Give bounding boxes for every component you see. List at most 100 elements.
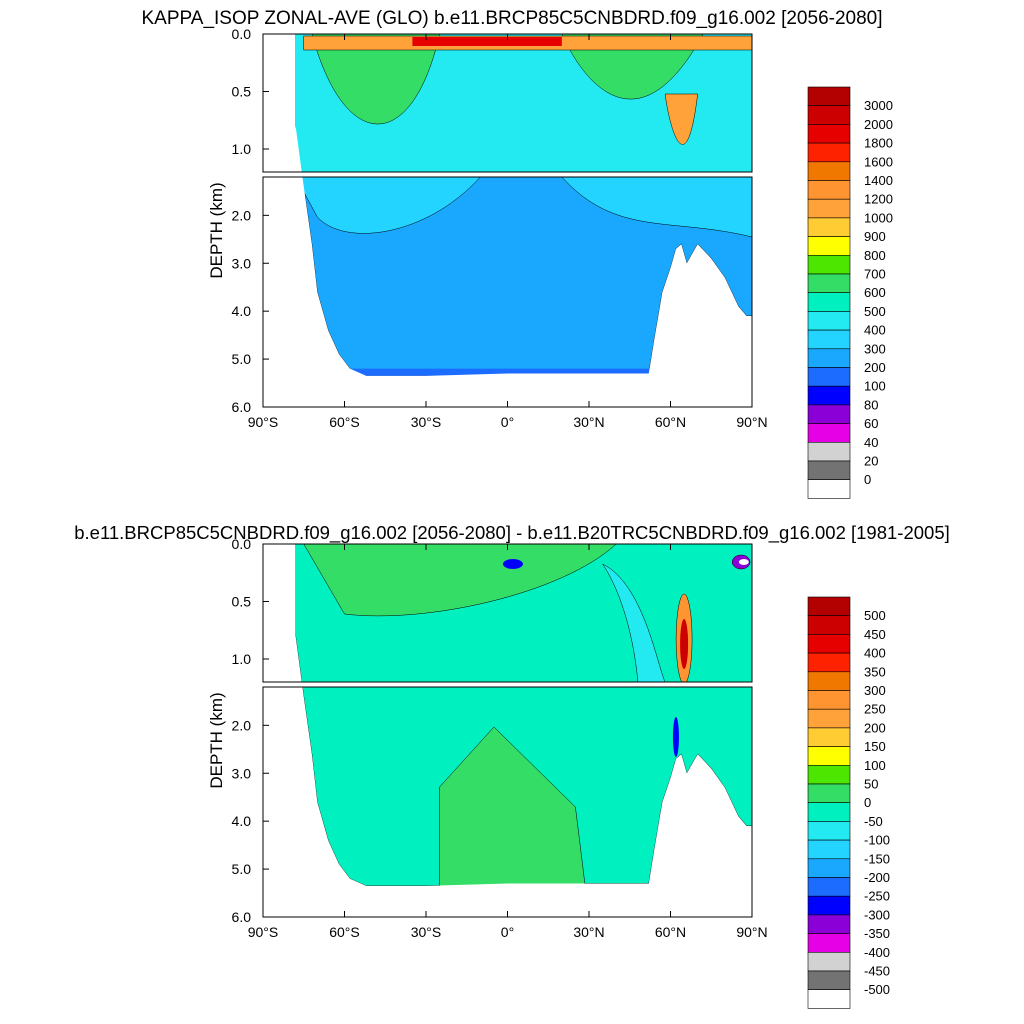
colorbar-label: 1600: [864, 154, 893, 169]
field-lower: [263, 687, 752, 917]
y-tick-label: 6.0: [232, 399, 252, 415]
colorbar-swatch: [807, 86, 851, 107]
colorbar-label: 2000: [864, 117, 893, 132]
colorbar-swatch: [807, 783, 851, 804]
y-axis-label: DEPTH (km): [207, 182, 226, 278]
colorbar-swatch: [807, 914, 851, 934]
colorbar-swatch: [807, 802, 851, 822]
colorbar-swatch: [807, 895, 851, 916]
colorbar-label: 200: [864, 360, 886, 375]
colorbar-swatch: [807, 255, 851, 275]
colorbar-label: 350: [864, 664, 886, 679]
colorbar-label: 200: [864, 720, 886, 735]
x-tick-label: 30°N: [573, 924, 604, 940]
field-blue-deep: [672, 717, 679, 757]
colorbar-label: -100: [864, 833, 890, 848]
x-tick-label: 0°: [501, 924, 514, 940]
colorbar-swatch: [807, 105, 851, 125]
x-tick-label: 60°N: [655, 414, 686, 430]
colorbar-label: 800: [864, 248, 886, 263]
y-tick-label: 0.0: [232, 536, 252, 552]
colorbar-label: 3000: [864, 98, 893, 113]
colorbar-swatch: [807, 273, 851, 294]
colorbar-label: 100: [864, 758, 886, 773]
colorbar-label: 400: [864, 323, 886, 338]
colorbar-label: 500: [864, 304, 886, 319]
field-blue-eq: [502, 559, 523, 569]
colorbar-label: 600: [864, 285, 886, 300]
colorbar-label: 100: [864, 379, 886, 394]
colorbar-swatch: [807, 951, 851, 972]
colorbar-swatch: [807, 292, 851, 312]
colorbar-label: 0: [864, 795, 871, 810]
y-tick-label: 3.0: [232, 765, 252, 781]
colorbar-swatch: [807, 329, 851, 350]
colorbar-label: -250: [864, 889, 890, 904]
colorbar-swatch: [807, 198, 851, 219]
field-red-core: [680, 619, 689, 669]
x-tick-label: 90°S: [248, 924, 279, 940]
x-tick-label: 60°S: [329, 414, 360, 430]
colorbar-label: -200: [864, 870, 890, 885]
field-cyan-north: [601, 563, 666, 682]
field-surface-red: [412, 37, 562, 46]
y-tick-label: 2.0: [232, 717, 252, 733]
colorbar-swatch: [807, 217, 851, 237]
chart-title-bottom: b.e11.BRCP85C5CNBDRD.f09_g16.002 [2056-2…: [74, 522, 950, 543]
colorbar-swatch: [807, 652, 851, 673]
x-tick-label: 60°S: [329, 924, 360, 940]
colorbar-label: -500: [864, 982, 890, 997]
colorbar-label: 0: [864, 472, 871, 487]
colorbar-label: 1200: [864, 192, 893, 207]
colorbar-swatch: [807, 596, 851, 617]
colorbar-swatch: [807, 142, 851, 163]
colorbar-label: 1400: [864, 173, 893, 188]
colorbar-label: 700: [864, 267, 886, 282]
y-tick-label: 2.0: [232, 207, 252, 223]
colorbar-label: -450: [864, 964, 890, 979]
colorbar-swatch: [807, 671, 851, 691]
field-upper: [263, 34, 752, 172]
field-lower-light: [295, 177, 481, 234]
colorbar-swatch: [807, 970, 851, 991]
colorbar-swatch: [807, 933, 851, 953]
y-tick-label: 5.0: [232, 351, 252, 367]
colorbar-label: 300: [864, 341, 886, 356]
x-tick-label: 90°S: [248, 414, 279, 430]
colorbar-swatch: [807, 348, 851, 368]
colorbar-label: 400: [864, 646, 886, 661]
y-tick-label: 1.0: [232, 651, 252, 667]
colorbar-label: 80: [864, 397, 878, 412]
land-mask: [263, 544, 302, 682]
colorbar-swatch: [807, 124, 851, 144]
field-lower-light-north: [561, 177, 752, 238]
colorbar-swatch: [807, 839, 851, 860]
x-tick-label: 90°N: [736, 414, 767, 430]
colorbar-swatch: [807, 367, 851, 387]
colorbar-swatch: [807, 236, 851, 256]
colorbar-label: -400: [864, 945, 890, 960]
x-tick-label: 30°S: [411, 414, 442, 430]
colorbar-swatch: [807, 858, 851, 878]
colorbar-label: 500: [864, 608, 886, 623]
field-white-arctic: [738, 559, 749, 565]
colorbar-label: 20: [864, 454, 878, 469]
colorbar-label: 40: [864, 435, 878, 450]
y-tick-label: 6.0: [232, 909, 252, 925]
colorbar-label: 60: [864, 416, 878, 431]
colorbar-swatch: [807, 180, 851, 200]
field-layer: [263, 544, 752, 917]
colorbar-swatch: [807, 479, 851, 499]
colorbar-label: 50: [864, 777, 878, 792]
colorbar-label: 1800: [864, 136, 893, 151]
y-tick-label: 1.0: [232, 141, 252, 157]
x-tick-label: 60°N: [655, 924, 686, 940]
colorbar-label: 900: [864, 229, 886, 244]
colorbar-label: -50: [864, 814, 883, 829]
land-mask: [263, 177, 752, 407]
colorbar-swatch: [807, 821, 851, 841]
colorbar-label: 150: [864, 739, 886, 754]
colorbar-swatch: [807, 161, 851, 181]
colorbar-swatch: [807, 690, 851, 710]
chart-title-top: KAPPA_ISOP ZONAL-AVE (GLO) b.e11.BRCP85C…: [141, 8, 883, 29]
